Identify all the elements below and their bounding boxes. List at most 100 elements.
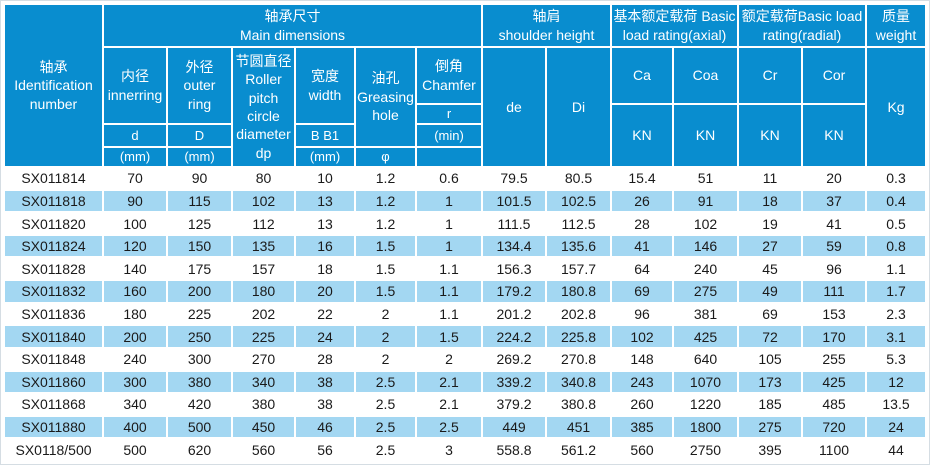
value-cell: 561.2	[547, 439, 610, 460]
value-cell: 134.4	[483, 235, 545, 257]
value-cell: 340	[104, 394, 166, 415]
value-cell: 400	[104, 416, 166, 438]
header-group-load-rating-radial: 额定载荷Basic load rating(radial)	[739, 5, 865, 46]
value-cell: 0.6	[417, 168, 481, 189]
bearing-id-cell: SX011824	[5, 235, 102, 257]
value-cell: 385	[612, 416, 672, 438]
value-cell: 240	[104, 348, 166, 370]
value-cell: 1	[417, 235, 481, 257]
bearing-id-cell: SX011836	[5, 303, 102, 325]
value-cell: 0.4	[867, 190, 925, 212]
value-cell: 24	[296, 326, 354, 347]
value-cell: 275	[739, 416, 801, 438]
header-group-weight: 质量 weight	[867, 5, 925, 46]
header-inner-ring: 内径 innerring	[104, 48, 166, 123]
value-cell: 26	[612, 190, 672, 212]
value-cell: 2.3	[867, 303, 925, 325]
header-group-load-rating-axial: 基本额定载荷 Basic load rating(axial)	[612, 5, 737, 46]
value-cell: 80.5	[547, 168, 610, 189]
value-cell: 224.2	[483, 326, 545, 347]
value-cell: 135.6	[547, 235, 610, 257]
header-chamfer-symbol: r	[417, 105, 481, 123]
value-cell: 500	[104, 439, 166, 460]
value-cell: 1220	[674, 394, 737, 415]
header-chamfer-unit: (min)	[417, 125, 481, 146]
value-cell: 2.5	[356, 371, 415, 393]
value-cell: 56	[296, 439, 354, 460]
value-cell: 300	[168, 348, 231, 370]
value-cell: 269.2	[483, 348, 545, 370]
value-cell: 173	[739, 371, 801, 393]
value-cell: 160	[104, 281, 166, 302]
value-cell: 1.1	[417, 303, 481, 325]
header-identification-number: 轴承 Identification number	[5, 5, 102, 166]
value-cell: 2.5	[417, 416, 481, 438]
value-cell: 41	[803, 213, 865, 234]
value-cell: 157.7	[547, 258, 610, 280]
value-cell: 395	[739, 439, 801, 460]
value-cell: 70	[104, 168, 166, 189]
value-cell: 146	[674, 235, 737, 257]
value-cell: 202	[233, 303, 294, 325]
value-cell: 102	[674, 213, 737, 234]
value-cell: 200	[104, 326, 166, 347]
value-cell: 24	[867, 416, 925, 438]
value-cell: 96	[803, 258, 865, 280]
header-width: 宽度 width	[296, 48, 354, 123]
value-cell: 0.5	[867, 213, 925, 234]
value-cell: 3.1	[867, 326, 925, 347]
header-greasing-symbol: φ	[356, 148, 415, 166]
value-cell: 150	[168, 235, 231, 257]
value-cell: 270.8	[547, 348, 610, 370]
value-cell: 1070	[674, 371, 737, 393]
value-cell: 179.2	[483, 281, 545, 302]
bearing-id-cell: SX011820	[5, 213, 102, 234]
value-cell: 425	[803, 371, 865, 393]
value-cell: 101.5	[483, 190, 545, 212]
header-width-unit: (mm)	[296, 148, 354, 166]
value-cell: 37	[803, 190, 865, 212]
header-ca-unit: KN	[612, 105, 672, 166]
value-cell: 13	[296, 213, 354, 234]
value-cell: 560	[233, 439, 294, 460]
value-cell: 18	[296, 258, 354, 280]
value-cell: 225	[233, 326, 294, 347]
header-outer-ring: 外径 outer ring	[168, 48, 231, 123]
value-cell: 1.5	[356, 258, 415, 280]
value-cell: 175	[168, 258, 231, 280]
value-cell: 1.7	[867, 281, 925, 302]
value-cell: 485	[803, 394, 865, 415]
value-cell: 1.5	[356, 281, 415, 302]
value-cell: 2750	[674, 439, 737, 460]
value-cell: 12	[867, 371, 925, 393]
value-cell: 90	[168, 168, 231, 189]
value-cell: 112	[233, 213, 294, 234]
header-chamfer-blank	[417, 148, 481, 166]
value-cell: 11	[739, 168, 801, 189]
value-cell: 3	[417, 439, 481, 460]
value-cell: 380	[168, 371, 231, 393]
value-cell: 44	[867, 439, 925, 460]
value-cell: 1.2	[356, 213, 415, 234]
value-cell: 270	[233, 348, 294, 370]
value-cell: 380	[233, 394, 294, 415]
value-cell: 13.5	[867, 394, 925, 415]
header-group-shoulder-height: 轴肩 shoulder height	[483, 5, 610, 46]
value-cell: 38	[296, 394, 354, 415]
header-greasing-hole: 油孔 Greasing hole	[356, 48, 415, 146]
value-cell: 300	[104, 371, 166, 393]
value-cell: 140	[104, 258, 166, 280]
value-cell: 135	[233, 235, 294, 257]
value-cell: 19	[739, 213, 801, 234]
value-cell: 115	[168, 190, 231, 212]
header-kg: Kg	[867, 48, 925, 166]
value-cell: 49	[739, 281, 801, 302]
value-cell: 1.1	[417, 281, 481, 302]
bearing-id-cell: SX011818	[5, 190, 102, 212]
value-cell: 240	[674, 258, 737, 280]
value-cell: 381	[674, 303, 737, 325]
value-cell: 157	[233, 258, 294, 280]
value-cell: 225	[168, 303, 231, 325]
value-cell: 379.2	[483, 394, 545, 415]
